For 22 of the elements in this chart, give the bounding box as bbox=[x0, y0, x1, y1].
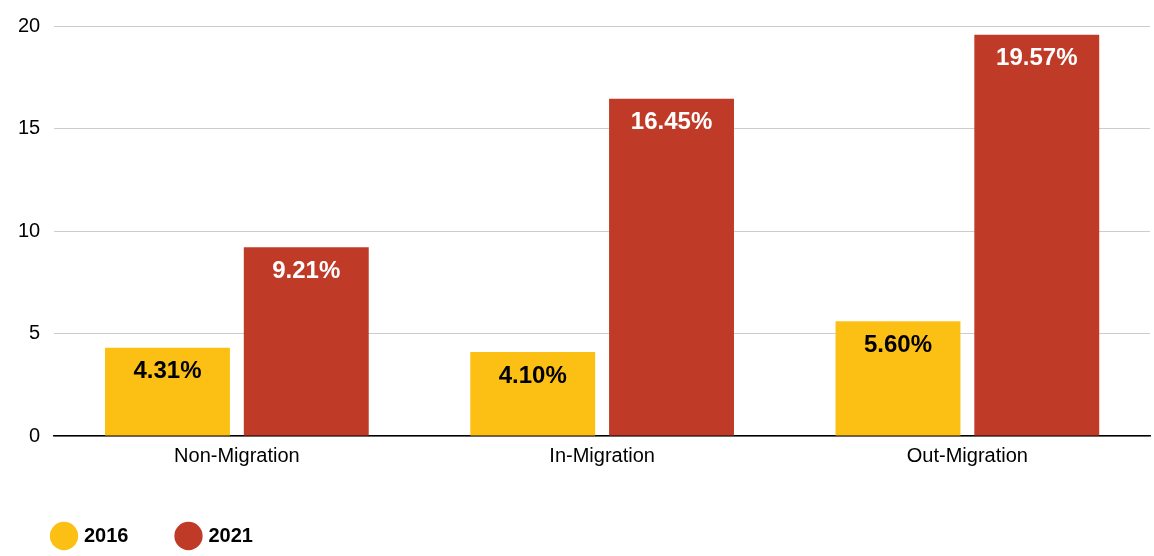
x-tick-label: In-Migration bbox=[549, 443, 655, 466]
data-label: 4.10% bbox=[498, 360, 567, 388]
bar bbox=[974, 34, 1100, 436]
legend-label: 2021 bbox=[208, 523, 253, 546]
bar bbox=[105, 347, 230, 436]
y-tick-label: 10 bbox=[18, 218, 41, 241]
data-label: 4.31% bbox=[133, 356, 202, 384]
data-label: 9.21% bbox=[272, 255, 341, 283]
data-label: 5.60% bbox=[863, 329, 933, 357]
y-tick-label: 0 bbox=[29, 423, 41, 446]
bar bbox=[243, 247, 369, 436]
data-label: 16.45% bbox=[630, 107, 713, 135]
bar bbox=[835, 321, 961, 436]
bar bbox=[609, 98, 734, 436]
y-tick-label: 20 bbox=[18, 13, 41, 36]
legend-label: 2016 bbox=[84, 523, 129, 546]
y-tick-label: 15 bbox=[18, 116, 41, 139]
bar bbox=[470, 351, 596, 436]
y-tick-label: 5 bbox=[29, 321, 41, 344]
x-tick-label: Non-Migration bbox=[174, 443, 300, 466]
data-label: 19.57% bbox=[996, 43, 1078, 71]
x-tick-label: Out-Migration bbox=[906, 443, 1028, 466]
